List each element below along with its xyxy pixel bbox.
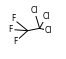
Text: F: F [11,14,15,23]
Text: Cl: Cl [42,12,50,21]
Text: Cl: Cl [45,26,53,35]
Text: F: F [14,37,18,46]
Text: F: F [8,25,13,34]
Text: Cl: Cl [31,6,38,15]
